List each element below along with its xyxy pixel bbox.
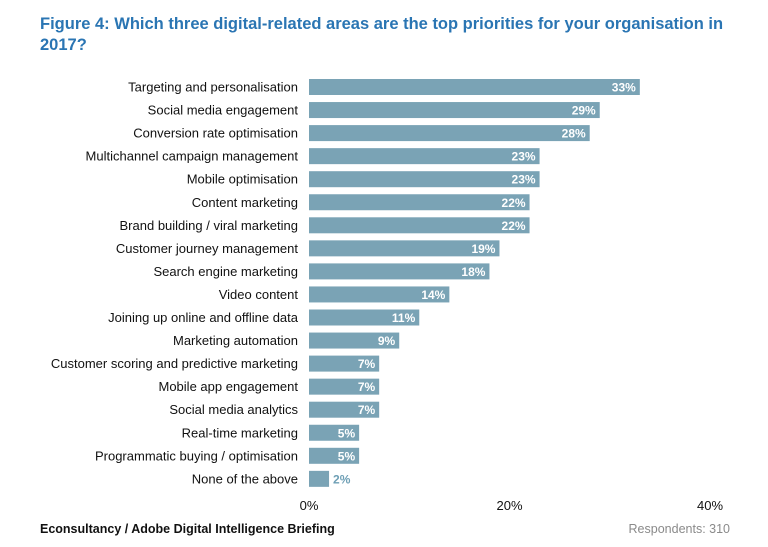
value-label: 14% bbox=[421, 288, 445, 302]
bar bbox=[309, 194, 530, 211]
bar bbox=[309, 102, 600, 119]
category-label: Marketing automation bbox=[173, 333, 298, 348]
value-label: 7% bbox=[358, 403, 376, 417]
value-label: 7% bbox=[358, 380, 376, 394]
category-label: Programmatic buying / optimisation bbox=[95, 448, 298, 463]
value-label: 33% bbox=[612, 81, 636, 95]
value-label: 2% bbox=[333, 472, 351, 486]
value-label: 29% bbox=[572, 104, 596, 118]
x-tick-label: 20% bbox=[496, 498, 522, 513]
bar bbox=[309, 309, 420, 326]
category-label: Customer journey management bbox=[116, 241, 298, 256]
category-label: Search engine marketing bbox=[153, 264, 298, 279]
chart-title: Figure 4: Which three digital-related ar… bbox=[40, 15, 724, 54]
value-label: 22% bbox=[502, 219, 526, 233]
value-label: 5% bbox=[338, 426, 356, 440]
bar bbox=[309, 217, 530, 234]
bar bbox=[309, 447, 360, 464]
category-label: Social media engagement bbox=[148, 103, 299, 118]
value-label: 23% bbox=[512, 150, 536, 164]
value-label: 22% bbox=[502, 196, 526, 210]
bar bbox=[309, 378, 380, 395]
value-label: 9% bbox=[378, 334, 396, 348]
category-label: Video content bbox=[219, 287, 299, 302]
category-label: Mobile app engagement bbox=[159, 379, 299, 394]
bar bbox=[309, 355, 380, 372]
category-label: Mobile optimisation bbox=[187, 172, 298, 187]
bar bbox=[309, 470, 330, 487]
x-tick-label: 40% bbox=[697, 498, 723, 513]
category-label: Conversion rate optimisation bbox=[133, 126, 298, 141]
category-label: Customer scoring and predictive marketin… bbox=[51, 356, 298, 371]
bar bbox=[309, 332, 400, 349]
value-label: 19% bbox=[471, 242, 495, 256]
bar bbox=[309, 148, 540, 165]
category-label: Joining up online and offline data bbox=[108, 310, 299, 325]
bar bbox=[309, 240, 500, 257]
bar bbox=[309, 424, 360, 441]
bar bbox=[309, 263, 490, 280]
bar bbox=[309, 125, 590, 142]
category-label: Content marketing bbox=[192, 195, 298, 210]
bar bbox=[309, 171, 540, 188]
value-label: 28% bbox=[562, 127, 586, 141]
value-label: 5% bbox=[338, 449, 356, 463]
source-note: Econsultancy / Adobe Digital Intelligenc… bbox=[40, 522, 335, 536]
value-label: 23% bbox=[512, 173, 536, 187]
category-label: Brand building / viral marketing bbox=[120, 218, 298, 233]
category-label: Targeting and personalisation bbox=[128, 80, 298, 95]
category-label: Social media analytics bbox=[169, 402, 298, 417]
bar bbox=[309, 401, 380, 418]
x-tick-label: 0% bbox=[300, 498, 319, 513]
bar bbox=[309, 286, 450, 303]
bar bbox=[309, 79, 640, 95]
category-label: None of the above bbox=[192, 471, 298, 486]
value-label: 7% bbox=[358, 357, 376, 371]
value-label: 18% bbox=[461, 265, 485, 279]
value-label: 11% bbox=[392, 311, 416, 325]
respondents-note: Respondents: 310 bbox=[628, 522, 730, 536]
category-label: Multichannel campaign management bbox=[86, 149, 299, 164]
category-label: Real-time marketing bbox=[182, 425, 298, 440]
